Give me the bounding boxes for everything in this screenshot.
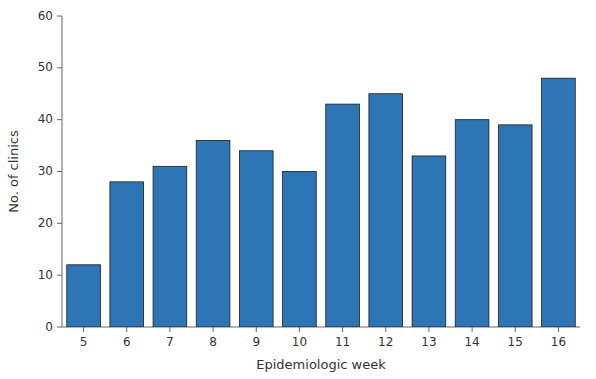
axes: 0 10 20 30 40 50 60 5 6 7 8 9 10 11 12 13 14 15 16 (38, 9, 580, 350)
y-tick (57, 327, 62, 328)
bars (67, 78, 576, 327)
x-tick-label: 8 (209, 335, 217, 349)
y-axis-line (62, 16, 63, 327)
y-tick (57, 223, 62, 224)
y-tick (57, 275, 62, 276)
x-tick (83, 327, 84, 332)
x-tick (126, 327, 127, 332)
y-tick (57, 171, 62, 172)
x-tick (515, 327, 516, 332)
x-tick-label: 12 (378, 335, 393, 349)
x-tick-label: 10 (292, 335, 307, 349)
x-tick-label: 13 (421, 335, 436, 349)
bar (326, 104, 360, 327)
y-tick-label: 0 (45, 320, 53, 334)
bar (542, 78, 576, 327)
y-axis-label: No. of clinics (6, 130, 21, 213)
chart: 0 10 20 30 40 50 60 5 6 7 8 9 10 11 12 13 14 15 16 Epidemio… (0, 0, 596, 379)
bar (239, 151, 273, 327)
y-tick (57, 119, 62, 120)
x-tick (558, 327, 559, 332)
x-tick-label: 5 (80, 335, 88, 349)
x-tick-label: 6 (123, 335, 131, 349)
x-tick (385, 327, 386, 332)
x-tick (213, 327, 214, 332)
bar (153, 166, 187, 327)
x-tick (342, 327, 343, 332)
y-tick-label: 10 (38, 268, 53, 282)
bar (369, 94, 403, 327)
bar (455, 120, 489, 327)
x-tick (169, 327, 170, 332)
y-tick-label: 60 (38, 9, 53, 23)
chart-container: 0 10 20 30 40 50 60 5 6 7 8 9 10 11 12 13 14 15 16 Epidemio… (0, 0, 596, 379)
y-tick-label: 40 (38, 112, 53, 126)
bar (196, 140, 230, 327)
bar (412, 156, 446, 327)
x-tick-label: 15 (508, 335, 523, 349)
y-tick-label: 30 (38, 164, 53, 178)
x-tick (256, 327, 257, 332)
x-tick (428, 327, 429, 332)
x-tick-label: 11 (335, 335, 350, 349)
bar (110, 182, 144, 327)
bar (67, 265, 101, 327)
y-tick-label: 50 (38, 60, 53, 74)
x-tick-label: 9 (252, 335, 260, 349)
bar (283, 172, 317, 328)
x-tick-label: 14 (464, 335, 479, 349)
x-tick (472, 327, 473, 332)
x-tick-label: 7 (166, 335, 174, 349)
y-tick (57, 16, 62, 17)
y-tick-label: 20 (38, 216, 53, 230)
y-tick (57, 67, 62, 68)
bar (498, 125, 532, 327)
x-axis-label: Epidemiologic week (256, 357, 386, 372)
x-tick (299, 327, 300, 332)
x-tick-label: 16 (551, 335, 566, 349)
